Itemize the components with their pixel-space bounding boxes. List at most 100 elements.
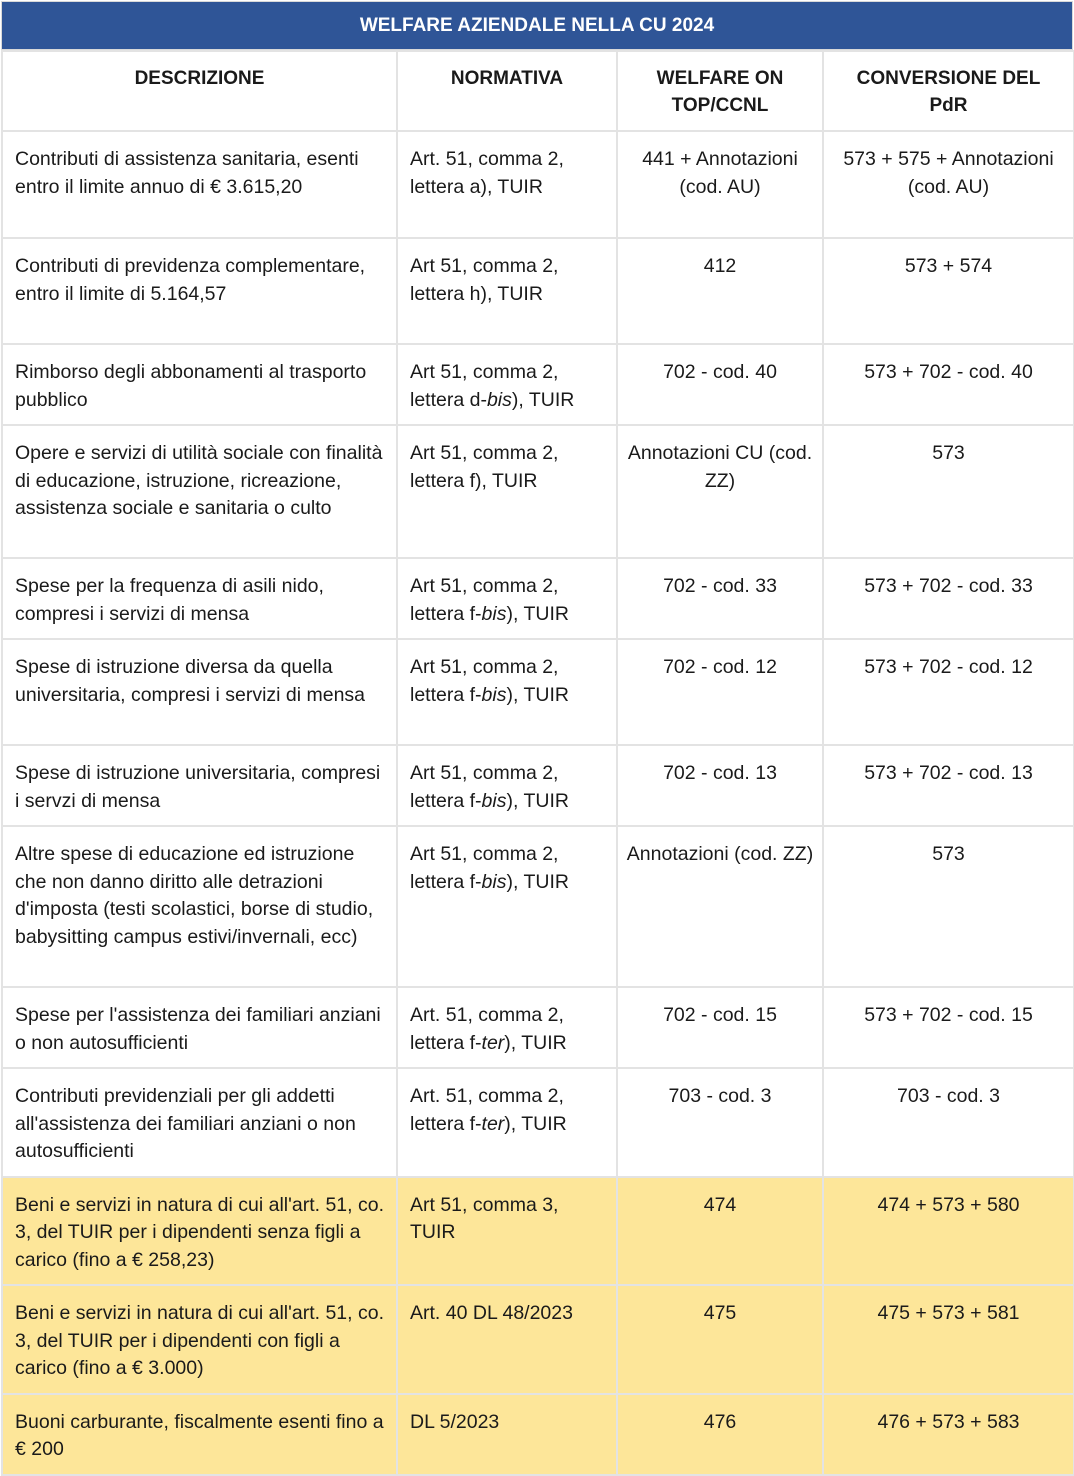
column-header-descrizione: DESCRIZIONE bbox=[1, 50, 398, 132]
table-row: Beni e servizi in natura di cui all'art.… bbox=[1, 1175, 1074, 1286]
cell-descrizione: Opere e servizi di utilità sociale con f… bbox=[1, 424, 398, 559]
normativa-text: Art 51, comma 3, TUIR bbox=[410, 1193, 559, 1244]
table-row: Spese di istruzione universitaria, compr… bbox=[1, 744, 1074, 827]
normativa-suffix-text: ), TUIR bbox=[506, 683, 569, 706]
cell-descrizione: Beni e servizi in natura di cui all'art.… bbox=[1, 1175, 398, 1286]
normativa-italic-text: bis bbox=[481, 602, 507, 625]
normativa-italic-text: bis bbox=[481, 683, 507, 706]
cell-normativa: Art 51, comma 3, TUIR bbox=[396, 1175, 618, 1286]
normativa-text: Art 51, comma 2, lettera f- bbox=[410, 762, 559, 812]
normativa-italic-text: bis bbox=[481, 870, 507, 893]
cell-normativa: DL 5/2023 bbox=[396, 1392, 618, 1476]
table-row: Contributi di previdenza complementare, … bbox=[1, 237, 1074, 345]
cell-normativa: Art 51, comma 2, lettera f), TUIR bbox=[396, 424, 618, 559]
normativa-text: Art 51, comma 2, lettera f- bbox=[410, 843, 559, 893]
cell-welfare-on-top: 702 - cod. 40 bbox=[616, 343, 824, 426]
cell-welfare-on-top: Annotazioni (cod. ZZ) bbox=[616, 825, 824, 988]
cell-welfare-on-top: 703 - cod. 3 bbox=[616, 1067, 824, 1178]
table-row: Buoni carburante, fiscalmente esenti fin… bbox=[1, 1392, 1074, 1476]
cell-welfare-on-top: 476 bbox=[616, 1392, 824, 1476]
table-row: Spese di istruzione diversa da quella un… bbox=[1, 638, 1074, 746]
table-title: WELFARE AZIENDALE NELLA CU 2024 bbox=[1, 1, 1073, 50]
cell-normativa: Art 51, comma 2, lettera f-bis), TUIR bbox=[396, 557, 618, 640]
cell-conversione: 573 + 702 - cod. 40 bbox=[822, 343, 1074, 426]
normativa-italic-text: ter bbox=[481, 1031, 505, 1054]
cell-descrizione: Spese per la frequenza di asili nido, co… bbox=[1, 557, 398, 640]
normativa-text: Art. 40 DL 48/2023 bbox=[410, 1302, 573, 1324]
cell-welfare-on-top: 702 - cod. 12 bbox=[616, 638, 824, 746]
cell-welfare-on-top: 475 bbox=[616, 1284, 824, 1395]
cell-normativa: Art. 51, comma 2, lettera f-ter), TUIR bbox=[396, 986, 618, 1069]
normativa-text: Art. 51, comma 2, lettera a), TUIR bbox=[410, 148, 564, 198]
normativa-suffix-text: ), TUIR bbox=[506, 602, 569, 625]
cell-conversione: 573 + 702 - cod. 12 bbox=[822, 638, 1074, 746]
cell-conversione: 475 + 573 + 581 bbox=[822, 1284, 1074, 1395]
cell-normativa: Art. 51, comma 2, lettera a), TUIR bbox=[396, 130, 618, 239]
cell-normativa: Art 51, comma 2, lettera f-bis), TUIR bbox=[396, 744, 618, 827]
cell-descrizione: Spese di istruzione diversa da quella un… bbox=[1, 638, 398, 746]
normativa-text: Art 51, comma 2, lettera f), TUIR bbox=[410, 442, 559, 492]
cell-conversione: 573 + 575 + Annotazioni (cod. AU) bbox=[822, 130, 1074, 239]
normativa-suffix-text: ), TUIR bbox=[506, 870, 569, 893]
table-row: Contributi di assistenza sanitaria, esen… bbox=[1, 130, 1074, 239]
normativa-text: Art 51, comma 2, lettera d- bbox=[410, 361, 559, 411]
table-row: Beni e servizi in natura di cui all'art.… bbox=[1, 1284, 1074, 1395]
cell-descrizione: Altre spese di educazione ed istruzione … bbox=[1, 825, 398, 988]
cell-normativa: Art 51, comma 2, lettera d-bis), TUIR bbox=[396, 343, 618, 426]
cell-conversione: 573 bbox=[822, 424, 1074, 559]
cell-welfare-on-top: 474 bbox=[616, 1175, 824, 1286]
table-row: Opere e servizi di utilità sociale con f… bbox=[1, 424, 1074, 559]
normativa-text: Art. 51, comma 2, lettera f- bbox=[410, 1085, 564, 1135]
cell-conversione: 573 + 702 - cod. 33 bbox=[822, 557, 1074, 640]
table-row: Rimborso degli abbonamenti al trasporto … bbox=[1, 343, 1074, 426]
normativa-italic-text: ter bbox=[481, 1112, 505, 1135]
cell-welfare-on-top: 702 - cod. 33 bbox=[616, 557, 824, 640]
column-header-conversione: CONVERSIONE DEL PdR bbox=[822, 50, 1074, 132]
normativa-italic-text: bis bbox=[486, 388, 512, 411]
column-header-welfare-on-top: WELFARE ON TOP/CCNL bbox=[616, 50, 824, 132]
normativa-text: Art 51, comma 2, lettera h), TUIR bbox=[410, 255, 559, 305]
cell-conversione: 573 + 702 - cod. 15 bbox=[822, 986, 1074, 1069]
cell-conversione: 573 bbox=[822, 825, 1074, 988]
normativa-text: Art 51, comma 2, lettera f- bbox=[410, 656, 559, 706]
cell-conversione: 573 + 574 bbox=[822, 237, 1074, 345]
table-row: Spese per la frequenza di asili nido, co… bbox=[1, 557, 1074, 640]
cell-descrizione: Rimborso degli abbonamenti al trasporto … bbox=[1, 343, 398, 426]
normativa-suffix-text: ), TUIR bbox=[506, 789, 569, 812]
table-row: Spese per l'assistenza dei familiari anz… bbox=[1, 986, 1074, 1069]
normativa-suffix-text: ), TUIR bbox=[511, 388, 575, 411]
cell-descrizione: Buoni carburante, fiscalmente esenti fin… bbox=[1, 1392, 398, 1476]
cell-welfare-on-top: 441 + Annotazioni (cod. AU) bbox=[616, 130, 824, 239]
normativa-suffix-text: ), TUIR bbox=[504, 1112, 567, 1135]
cell-normativa: Art. 51, comma 2, lettera f-ter), TUIR bbox=[396, 1067, 618, 1178]
cell-normativa: Art 51, comma 2, lettera f-bis), TUIR bbox=[396, 825, 618, 988]
cell-descrizione: Beni e servizi in natura di cui all'art.… bbox=[1, 1284, 398, 1395]
cell-welfare-on-top: 702 - cod. 13 bbox=[616, 744, 824, 827]
normativa-suffix-text: ), TUIR bbox=[504, 1031, 567, 1054]
header-row: DESCRIZIONE NORMATIVA WELFARE ON TOP/CCN… bbox=[1, 50, 1074, 132]
table-row: Contributi previdenziali per gli addetti… bbox=[1, 1067, 1074, 1178]
cell-normativa: Art. 40 DL 48/2023 bbox=[396, 1284, 618, 1395]
cell-descrizione: Spese di istruzione universitaria, compr… bbox=[1, 744, 398, 827]
cell-descrizione: Contributi di previdenza complementare, … bbox=[1, 237, 398, 345]
cell-conversione: 703 - cod. 3 bbox=[822, 1067, 1074, 1178]
cell-normativa: Art 51, comma 2, lettera f-bis), TUIR bbox=[396, 638, 618, 746]
normativa-text: Art 51, comma 2, lettera f- bbox=[410, 575, 559, 625]
cell-descrizione: Spese per l'assistenza dei familiari anz… bbox=[1, 986, 398, 1069]
cell-conversione: 476 + 573 + 583 bbox=[822, 1392, 1074, 1476]
normativa-italic-text: bis bbox=[481, 789, 507, 812]
normativa-text: Art. 51, comma 2, lettera f- bbox=[410, 1004, 564, 1054]
welfare-table: DESCRIZIONE NORMATIVA WELFARE ON TOP/CCN… bbox=[1, 50, 1074, 1476]
cell-descrizione: Contributi previdenziali per gli addetti… bbox=[1, 1067, 398, 1178]
table-body: Contributi di assistenza sanitaria, esen… bbox=[1, 130, 1074, 1476]
normativa-text: DL 5/2023 bbox=[410, 1410, 500, 1433]
cell-welfare-on-top: 702 - cod. 15 bbox=[616, 986, 824, 1069]
table-row: Altre spese di educazione ed istruzione … bbox=[1, 825, 1074, 988]
column-header-normativa: NORMATIVA bbox=[396, 50, 618, 132]
cell-normativa: Art 51, comma 2, lettera h), TUIR bbox=[396, 237, 618, 345]
cell-conversione: 573 + 702 - cod. 13 bbox=[822, 744, 1074, 827]
cell-descrizione: Contributi di assistenza sanitaria, esen… bbox=[1, 130, 398, 239]
cell-welfare-on-top: 412 bbox=[616, 237, 824, 345]
cell-conversione: 474 + 573 + 580 bbox=[822, 1175, 1074, 1286]
